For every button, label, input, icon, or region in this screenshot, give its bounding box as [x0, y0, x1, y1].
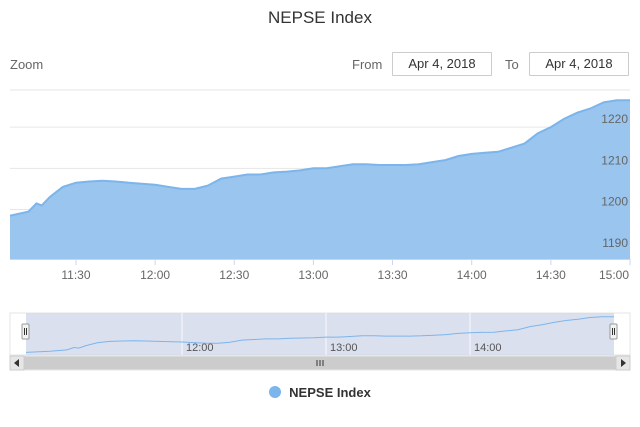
- legend[interactable]: NEPSE Index: [0, 385, 640, 400]
- navigator-left-handle[interactable]: [21, 323, 30, 340]
- navigator-right-handle[interactable]: [609, 323, 618, 340]
- series-area: [10, 100, 630, 259]
- to-label: To: [505, 57, 519, 72]
- y-tick-label: 1220: [601, 112, 628, 126]
- x-axis-ticks: 11:30 12:00 12:30 13:00 13:30 14:00 14:30 15:00: [10, 259, 631, 282]
- navigator-grid: [181, 313, 471, 355]
- area-layer: [9, 99, 630, 259]
- navigator[interactable]: 12:00 13:00 14:00: [9, 312, 631, 356]
- navigator-selected-range[interactable]: [26, 313, 614, 355]
- x-tick-label: 13:00: [298, 268, 328, 282]
- scrollbar[interactable]: [9, 355, 631, 371]
- navigator-tick-label: 14:00: [474, 342, 502, 354]
- y-tick-label: 1190: [602, 236, 628, 250]
- from-date-input[interactable]: Apr 4, 2018: [392, 52, 492, 76]
- legend-marker-icon: [269, 386, 282, 398]
- to-date-input[interactable]: Apr 4, 2018: [529, 52, 629, 76]
- x-tick-label: 14:30: [536, 268, 566, 282]
- y-axis-ticks: 1190 1200 1210 1220: [601, 112, 628, 250]
- scroll-right-arrow-icon: [621, 359, 626, 367]
- from-label: From: [352, 57, 383, 72]
- navigator-tick-label: 12:00: [186, 342, 214, 354]
- navigator-x-ticks: 12:00 13:00 14:00: [186, 342, 502, 354]
- legend-label: NEPSE Index: [289, 385, 371, 400]
- x-tick-label: 15:00: [599, 268, 629, 282]
- scroll-left-arrow-icon: [14, 359, 19, 367]
- x-tick-label: 12:00: [140, 268, 170, 282]
- y-tick-label: 1200: [601, 195, 628, 209]
- x-tick-label: 11:30: [61, 268, 90, 282]
- series-line: [9, 99, 630, 217]
- chart-title: NEPSE Index: [268, 8, 372, 27]
- x-tick-label: 12:30: [219, 268, 249, 282]
- y-tick-label: 1210: [601, 153, 628, 167]
- x-tick-label: 13:30: [378, 268, 408, 282]
- chart-svg: 11:30 12:00 12:30 13:00 13:30 14:00 14:30 15:00…: [9, 89, 631, 371]
- x-tick-label: 14:00: [457, 268, 487, 282]
- zoom-label: Zoom: [10, 57, 44, 72]
- navigator-series-line: [25, 316, 614, 353]
- navigator-tick-label: 13:00: [330, 342, 358, 354]
